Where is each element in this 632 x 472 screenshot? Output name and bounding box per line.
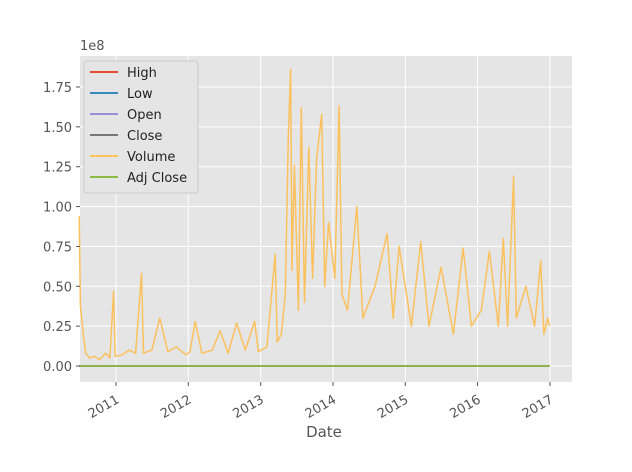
y-tick-label: 0.25: [43, 320, 72, 335]
legend: High Low Open Close Volume Adj Close: [83, 60, 199, 194]
legend-label: Adj Close: [127, 171, 187, 186]
series-layer: [78, 68, 551, 367]
y-tick-label: 0.75: [43, 240, 72, 255]
legend-label: Volume: [127, 150, 175, 165]
x-tick-label: 2012: [158, 392, 194, 422]
x-tick-label: 2015: [375, 392, 411, 422]
x-tick-label: 2016: [447, 392, 483, 422]
y-axis-ticks: 0.00 0.25 0.50 0.75 1.00 1.25 1.50 1.75: [43, 81, 80, 375]
legend-label: Close: [127, 129, 162, 144]
legend-label: High: [127, 66, 157, 81]
y-tick-label: 0.00: [43, 360, 72, 375]
series-line-volume: [78, 68, 551, 361]
x-tick-label: 2014: [303, 392, 339, 422]
y-offset-label: 1e8: [80, 39, 105, 54]
x-axis-title: Date: [306, 423, 342, 441]
legend-label: Open: [127, 108, 162, 123]
x-axis-ticks: 2011 2012 2013 2014 2015 2016 2017: [86, 382, 556, 422]
y-tick-label: 1.50: [43, 121, 72, 136]
y-tick-label: 0.50: [43, 280, 72, 295]
legend-label: Low: [127, 87, 153, 102]
y-tick-label: 1.00: [43, 201, 72, 216]
x-tick-label: 2017: [520, 392, 556, 422]
x-tick-label: 2011: [86, 392, 122, 422]
y-tick-label: 1.75: [43, 81, 72, 96]
y-tick-label: 1.25: [43, 161, 72, 176]
x-tick-label: 2013: [231, 392, 267, 422]
